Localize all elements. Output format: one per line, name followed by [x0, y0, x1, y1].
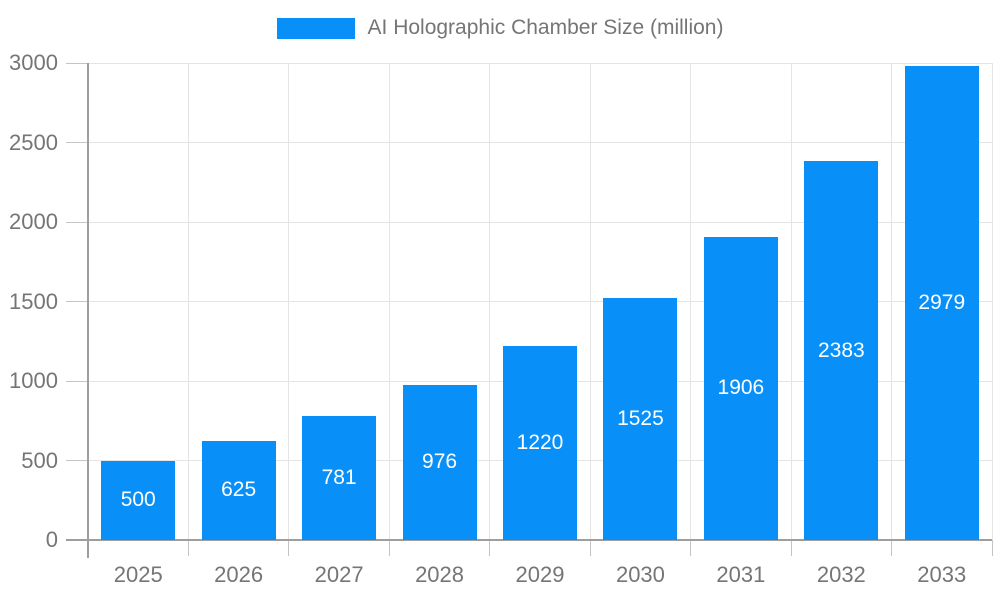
bar[interactable]: [402, 384, 477, 540]
v-gridline: [489, 63, 491, 540]
h-gridline: [88, 142, 992, 143]
v-gridline: [991, 63, 993, 540]
x-tick-label: 2025: [113, 562, 163, 587]
x-tick-mark: [790, 540, 792, 556]
y-tick-mark: [66, 142, 88, 143]
v-gridline: [288, 63, 290, 540]
y-tick-mark: [66, 301, 88, 302]
x-tick-mark: [891, 540, 893, 556]
x-tick-label: 2028: [415, 562, 465, 587]
v-gridline: [891, 63, 893, 540]
bar-value-label: 1525: [617, 406, 664, 430]
bar[interactable]: [804, 161, 879, 540]
v-gridline: [187, 63, 189, 540]
bar-value-label: 2383: [817, 338, 865, 362]
h-gridline: [88, 62, 992, 64]
x-tick-mark: [991, 540, 993, 556]
y-tick-label: 0: [45, 527, 58, 552]
x-tick-mark: [187, 540, 189, 556]
v-gridline: [690, 63, 692, 540]
bar-value-label: 976: [422, 450, 458, 474]
y-tick-label: 1000: [9, 368, 58, 393]
legend[interactable]: AI Holographic Chamber Size (million): [0, 16, 1000, 40]
bar[interactable]: [503, 346, 577, 540]
bar[interactable]: [603, 297, 678, 540]
x-tick-label: 2026: [214, 562, 264, 587]
x-tick-mark: [388, 540, 390, 556]
y-tick-label: 2000: [9, 209, 58, 234]
y-tick-label: 2500: [9, 129, 58, 155]
y-tick-mark: [66, 221, 88, 223]
x-axis-line: [66, 539, 992, 541]
v-gridline: [589, 63, 591, 540]
h-gridline: [88, 221, 992, 223]
bar-value-label: 1220: [516, 431, 564, 454]
bar[interactable]: [101, 460, 176, 540]
x-tick-label: 2029: [515, 562, 565, 587]
v-gridline: [790, 63, 792, 540]
bar-value-label: 625: [221, 478, 257, 502]
v-gridline: [388, 63, 390, 540]
y-tick-label: 500: [21, 447, 58, 473]
legend-swatch[interactable]: [276, 17, 355, 39]
x-tick-label: 2027: [314, 562, 364, 587]
x-tick-mark: [489, 540, 491, 556]
x-tick-label: 2032: [816, 562, 866, 587]
bar-value-label: 2979: [918, 291, 966, 315]
x-tick-label: 2031: [716, 562, 766, 587]
y-tick-mark: [66, 380, 88, 382]
bar[interactable]: [302, 415, 377, 540]
bar-value-label: 500: [120, 488, 156, 512]
y-tick-mark: [66, 62, 88, 64]
y-tick-label: 1500: [9, 288, 58, 314]
bar[interactable]: [703, 236, 778, 540]
bar-value-label: 1906: [717, 376, 765, 400]
x-tick-mark: [589, 540, 591, 556]
x-tick-label: 2033: [917, 562, 967, 587]
x-tick-mark: [288, 540, 290, 556]
bar-value-label: 781: [321, 465, 357, 489]
x-tick-mark: [690, 540, 692, 556]
legend-label: AI Holographic Chamber Size (million): [367, 16, 724, 39]
h-gridline: [88, 301, 992, 302]
x-tick-label: 2030: [615, 562, 665, 587]
y-tick-label: 3000: [9, 50, 58, 75]
bar[interactable]: [904, 66, 979, 540]
y-tick-mark: [66, 460, 88, 461]
bar[interactable]: [201, 440, 276, 540]
y-axis-line: [87, 63, 89, 558]
